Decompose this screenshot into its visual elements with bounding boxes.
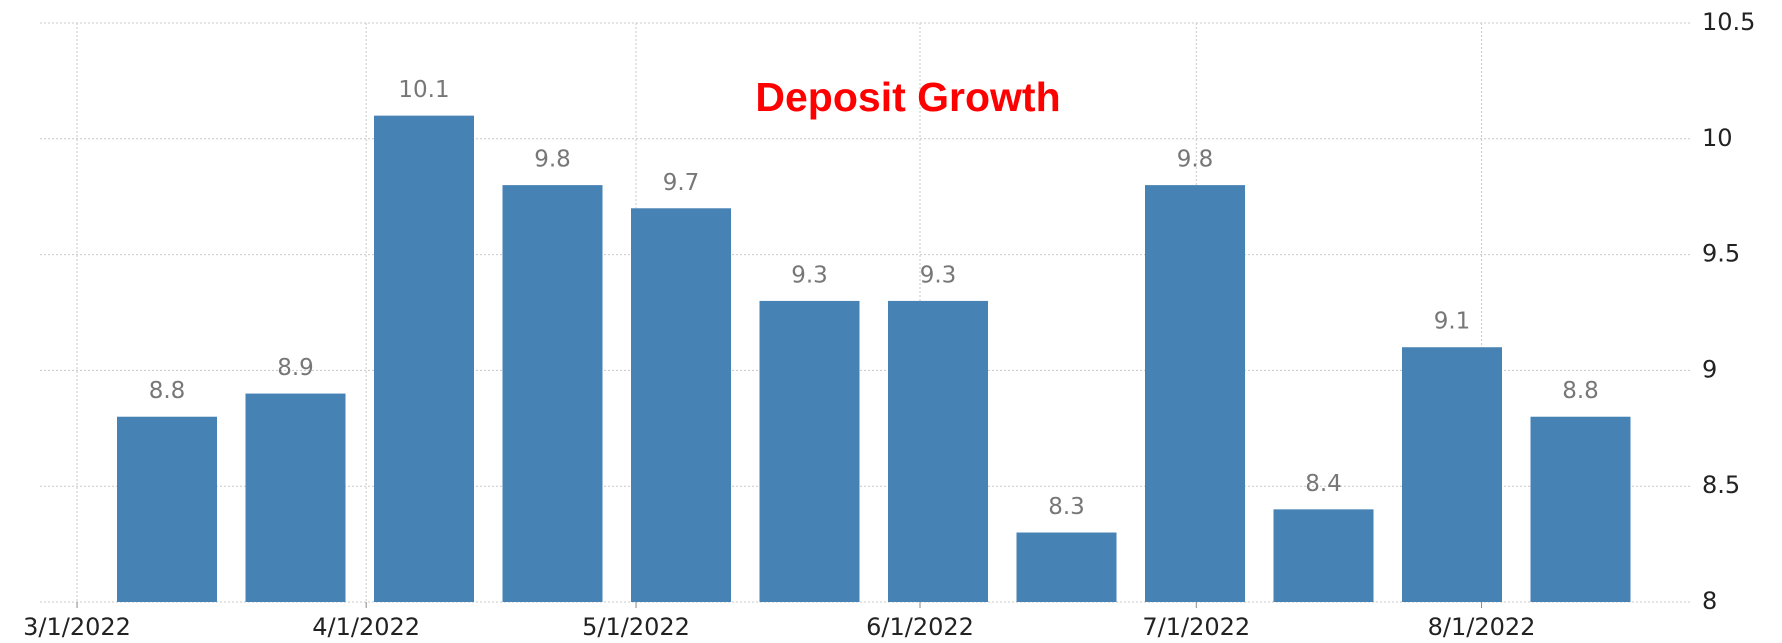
data-label: 9.8 xyxy=(534,147,571,173)
y-tick-label: 10.5 xyxy=(1702,8,1755,36)
y-tick-label: 8.5 xyxy=(1702,471,1740,499)
data-label: 9.1 xyxy=(1434,309,1471,335)
y-tick-label: 9.5 xyxy=(1702,240,1740,268)
bar xyxy=(117,416,217,602)
data-label: 8.8 xyxy=(149,378,186,404)
data-label: 8.3 xyxy=(1048,494,1085,520)
data-label: 9.7 xyxy=(663,170,700,196)
bar xyxy=(502,185,603,602)
x-tick-label: 8/1/2022 xyxy=(1428,613,1536,641)
bar xyxy=(1145,185,1245,602)
x-tick-label: 5/1/2022 xyxy=(582,613,690,641)
chart-title: Deposit Growth xyxy=(755,74,1060,120)
x-tick-label: 7/1/2022 xyxy=(1142,613,1250,641)
y-tick-label: 8 xyxy=(1702,587,1717,615)
data-label: 9.3 xyxy=(791,262,828,288)
y-tick-label: 10 xyxy=(1702,124,1733,152)
data-label: 8.4 xyxy=(1305,471,1342,497)
y-tick-label: 9 xyxy=(1702,355,1717,383)
data-label: 9.3 xyxy=(920,262,957,288)
bar xyxy=(245,393,346,602)
data-label: 8.8 xyxy=(1562,378,1599,404)
x-tick-label: 4/1/2022 xyxy=(312,613,420,641)
x-tick-label: 6/1/2022 xyxy=(866,613,974,641)
bar xyxy=(1016,532,1117,602)
data-label: 10.1 xyxy=(398,77,449,103)
bar xyxy=(888,300,988,602)
bar xyxy=(631,208,731,602)
bar xyxy=(759,300,860,602)
x-tick-label: 3/1/2022 xyxy=(23,613,131,641)
bar xyxy=(1273,509,1374,602)
bar xyxy=(1530,416,1631,602)
data-label: 8.9 xyxy=(277,355,314,381)
bar xyxy=(1402,347,1502,602)
data-label: 9.8 xyxy=(1177,147,1214,173)
bar xyxy=(374,115,474,602)
